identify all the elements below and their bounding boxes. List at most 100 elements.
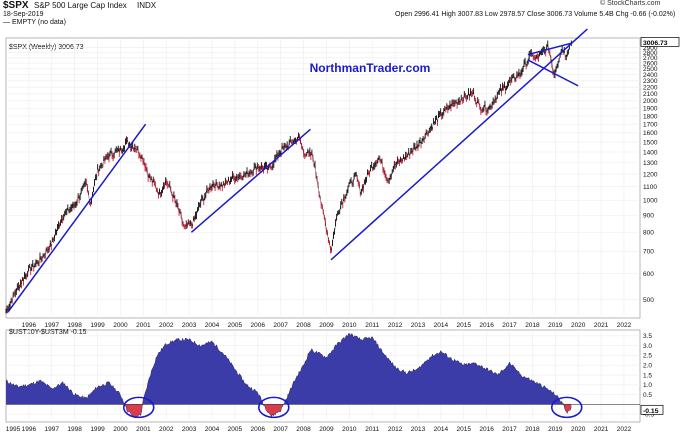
price-x-tick: 2016 xyxy=(479,322,494,329)
watermark: NorthmanTrader.com xyxy=(310,61,431,75)
trendline xyxy=(330,28,588,261)
spread-panel-title: $UST10Y-$UST3M -0.15 xyxy=(9,329,87,336)
spread-x-tick: 2005 xyxy=(228,426,243,433)
highlight-circle xyxy=(550,396,583,419)
spread-x-tick: 2001 xyxy=(136,426,151,433)
quote-summary: Open 2996.41 High 3007.83 Low 2978.57 Cl… xyxy=(395,11,676,18)
price-y-tick: 700 xyxy=(643,249,654,256)
price-y-tick: 2100 xyxy=(643,91,658,98)
price-x-tick: 1996 xyxy=(22,322,37,329)
spread-x-tick: 2000 xyxy=(113,426,128,433)
price-y-tick: 1600 xyxy=(643,130,658,137)
spread-last-box xyxy=(640,404,664,415)
spread-x-tick: 2011 xyxy=(365,426,379,433)
price-x-tick: 2009 xyxy=(319,322,334,329)
spread-x-tick: 2018 xyxy=(525,426,540,433)
spread-x-tick: 1998 xyxy=(67,426,82,433)
spread-x-tick: 1996 xyxy=(22,426,37,433)
chart-date: 18-Sep-2019 xyxy=(3,11,44,18)
spread-y-tick: 2.0 xyxy=(643,363,652,370)
price-x-tick: 1997 xyxy=(45,322,60,329)
price-x-tick: 2014 xyxy=(434,322,449,329)
trendline xyxy=(7,123,147,313)
price-x-tick: 2018 xyxy=(525,322,540,329)
spread-x-tick: 2022 xyxy=(617,426,632,433)
price-x-tick: 2019 xyxy=(548,322,563,329)
spread-x-tick: 2006 xyxy=(251,426,266,433)
trendline xyxy=(527,59,579,87)
spread-x-tick: 2010 xyxy=(342,426,357,433)
spread-x-tick: 2021 xyxy=(594,426,609,433)
price-x-tick: 2004 xyxy=(205,322,220,329)
spread-x-tick: 2002 xyxy=(159,426,174,433)
price-y-tick: 1200 xyxy=(643,171,658,178)
spread-x-tick: 2019 xyxy=(548,426,563,433)
spread-last-value: -0.15 xyxy=(643,408,659,415)
spread-x-tick: 2020 xyxy=(571,426,586,433)
overlay-legend: — EMPTY (no data) xyxy=(3,19,66,26)
price-y-tick: 2300 xyxy=(643,78,658,85)
price-y-tick: 2900 xyxy=(643,45,658,52)
spread-y-tick: -0.5 xyxy=(643,411,655,418)
price-y-tick: 2700 xyxy=(643,55,658,62)
spread-x-tick: 2012 xyxy=(388,426,403,433)
price-x-tick: 2022 xyxy=(617,322,632,329)
spread-x-tick: 2017 xyxy=(502,426,517,433)
spread-x-tick: 2008 xyxy=(296,426,311,433)
spread-x-tick: 2014 xyxy=(434,426,449,433)
index-exchange: INDX xyxy=(137,1,157,10)
price-y-tick: 1500 xyxy=(643,139,658,146)
spread-y-tick: 3.5 xyxy=(643,333,652,340)
price-x-tick: 2000 xyxy=(113,322,128,329)
spread-y-tick: 0.5 xyxy=(643,392,652,399)
price-y-tick: 1700 xyxy=(643,121,658,128)
spread-y-tick: 1.5 xyxy=(643,372,652,379)
price-x-tick: 2017 xyxy=(502,322,517,329)
price-y-tick: 1800 xyxy=(643,113,658,120)
price-y-tick: 1300 xyxy=(643,160,658,167)
spread-line xyxy=(5,332,572,419)
price-x-tick: 2010 xyxy=(342,322,357,329)
price-y-tick: 1400 xyxy=(643,149,658,156)
spread-x-tick: 2007 xyxy=(273,426,288,433)
spread-x-tick: 1995 xyxy=(6,426,21,433)
highlight-circle xyxy=(122,396,155,419)
spread-y-tick: 2.5 xyxy=(643,353,652,360)
price-x-tick: 2007 xyxy=(273,322,288,329)
price-x-tick: 2013 xyxy=(411,322,426,329)
index-name: S&P 500 Large Cap Index xyxy=(34,1,127,10)
price-y-tick: 800 xyxy=(643,230,654,237)
price-x-tick: 2008 xyxy=(296,322,311,329)
price-y-tick: 2500 xyxy=(643,66,658,73)
price-y-tick: 2000 xyxy=(643,98,658,105)
spread-x-tick: 2016 xyxy=(479,426,494,433)
price-y-tick: 2600 xyxy=(643,61,658,68)
price-y-tick: 2800 xyxy=(643,50,658,57)
spread-x-tick: 2015 xyxy=(457,426,472,433)
spread-x-tick: 2013 xyxy=(411,426,426,433)
spread-x-tick: 2009 xyxy=(319,426,334,433)
price-x-tick: 2005 xyxy=(228,322,243,329)
price-x-tick: 1999 xyxy=(90,322,105,329)
copyright: © StockCharts.com xyxy=(600,0,661,7)
trendline xyxy=(527,42,572,56)
price-y-tick: 2400 xyxy=(643,72,658,79)
price-y-tick: 900 xyxy=(643,213,654,220)
price-y-tick: 1100 xyxy=(643,184,657,191)
spread-x-tick: 1999 xyxy=(90,426,105,433)
price-last-box xyxy=(640,37,680,47)
price-y-tick: 600 xyxy=(643,271,654,278)
price-x-tick: 2012 xyxy=(388,322,403,329)
price-x-tick: 2001 xyxy=(136,322,151,329)
price-y-tick: 500 xyxy=(643,297,654,304)
spread-y-tick: 3.0 xyxy=(643,343,652,350)
price-panel-frame xyxy=(5,37,641,319)
spread-x-tick: 2004 xyxy=(205,426,220,433)
price-x-tick: 2020 xyxy=(571,322,586,329)
price-last-value: 3006.73 xyxy=(643,40,668,47)
trendline xyxy=(190,128,311,233)
overlay-label: EMPTY (no data) xyxy=(11,19,66,26)
spread-x-tick: 1997 xyxy=(45,426,60,433)
